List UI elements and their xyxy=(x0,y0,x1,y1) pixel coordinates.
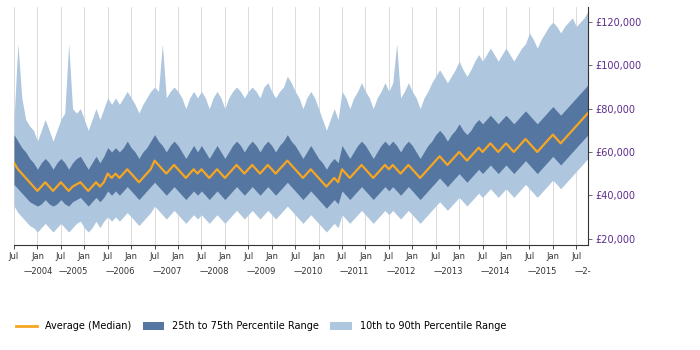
Legend: Average (Median), 25th to 75th Percentile Range, 10th to 90th Percentile Range: Average (Median), 25th to 75th Percentil… xyxy=(12,317,510,335)
